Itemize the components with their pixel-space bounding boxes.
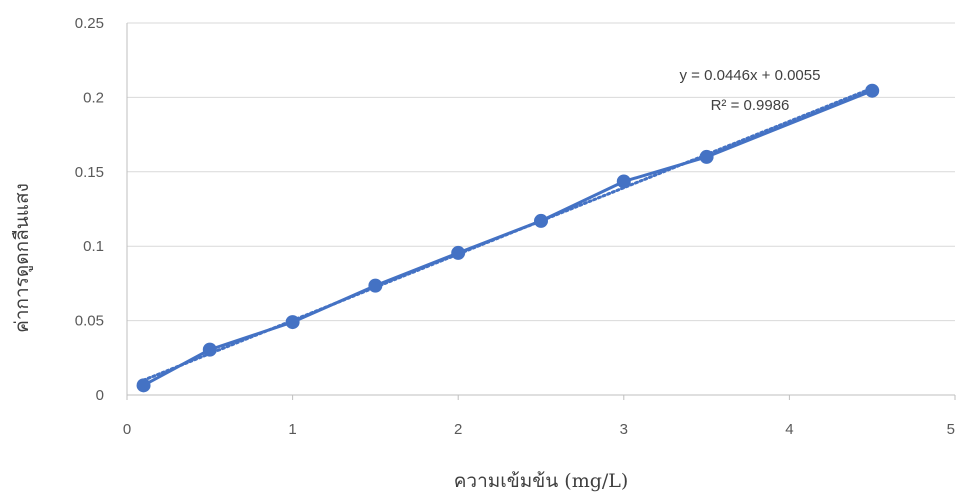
x-tick-label: 4 xyxy=(785,421,793,438)
data-point xyxy=(865,83,880,98)
x-tick-label: 3 xyxy=(620,421,628,438)
data-point xyxy=(285,315,300,330)
x-tick-label: 5 xyxy=(947,421,955,438)
plot-area xyxy=(136,83,880,393)
data-point xyxy=(368,278,383,293)
y-tick-label: 0.05 xyxy=(75,313,104,330)
x-tick-label: 1 xyxy=(288,421,296,438)
y-tick-label: 0.15 xyxy=(75,164,104,181)
series-line xyxy=(142,89,873,387)
data-point xyxy=(699,149,714,164)
data-point xyxy=(451,245,466,260)
data-point xyxy=(616,174,631,189)
y-tick-label: 0 xyxy=(96,387,104,404)
axes xyxy=(126,23,956,400)
data-point xyxy=(202,342,217,357)
tick-labels: 0 0.05 0.1 0.15 0.2 0.25 0 1 2 3 4 5 xyxy=(75,15,955,438)
y-tick-label: 0.1 xyxy=(83,238,104,255)
data-point xyxy=(534,213,548,228)
x-axis-title: ความเข้มข้น (mg/L) xyxy=(454,470,629,492)
trendline-r-squared: R² = 0.9986 xyxy=(711,97,790,114)
x-tick-label: 0 xyxy=(123,421,131,438)
y-axis-title: ค่าการดูดกลืนแสง xyxy=(11,183,33,333)
y-tick-label: 0.2 xyxy=(83,89,104,106)
x-tick-label: 2 xyxy=(454,421,462,438)
y-tick-label: 0.25 xyxy=(75,15,104,32)
trendline-equation: y = 0.0446x + 0.0055 xyxy=(680,67,821,84)
data-point xyxy=(136,378,151,393)
gridlines xyxy=(127,22,955,322)
